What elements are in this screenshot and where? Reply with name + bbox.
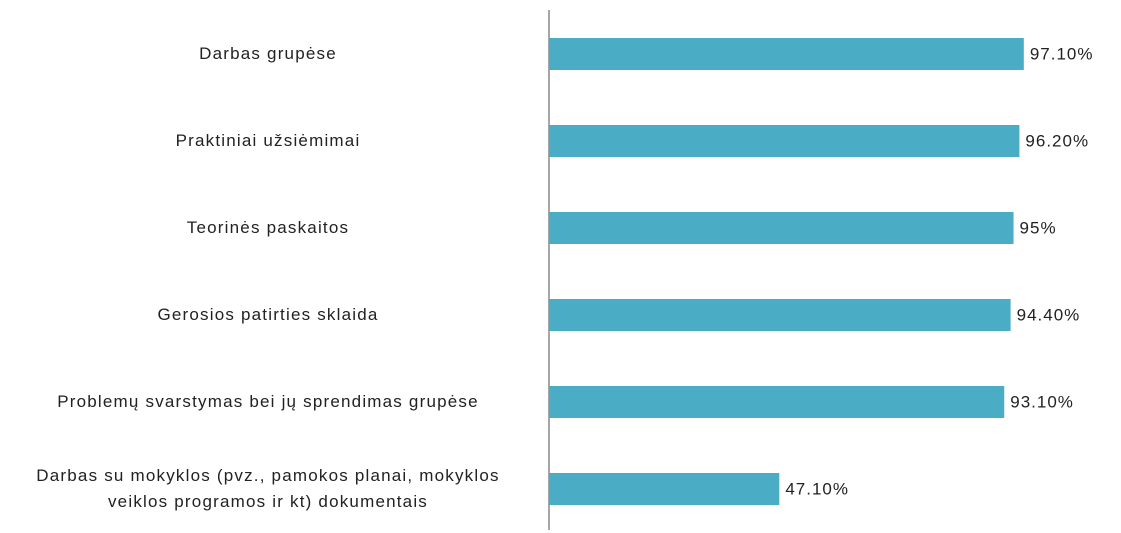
bar bbox=[549, 299, 1011, 331]
bar bbox=[549, 386, 1005, 418]
value-label: 95% bbox=[1020, 218, 1057, 237]
category-label: Darbas grupėse bbox=[199, 44, 337, 63]
category-label: Teorinės paskaitos bbox=[186, 218, 350, 237]
bar bbox=[549, 38, 1024, 70]
value-label: 94.40% bbox=[1017, 305, 1081, 324]
category-label: Gerosios patirties sklaida bbox=[157, 305, 379, 324]
value-label: 97.10% bbox=[1030, 44, 1094, 63]
value-label: 96.20% bbox=[1025, 131, 1089, 150]
category-label: Praktiniai užsiėmimai bbox=[175, 131, 361, 150]
value-label: 93.10% bbox=[1010, 392, 1074, 411]
category-label: Problemų svarstymas bei jų sprendimas gr… bbox=[57, 392, 479, 411]
value-label: 47.10% bbox=[785, 479, 849, 498]
bar bbox=[549, 473, 780, 505]
bar bbox=[549, 125, 1020, 157]
bar bbox=[549, 212, 1014, 244]
category-label: Darbas su mokyklos (pvz., pamokos planai… bbox=[36, 466, 500, 511]
